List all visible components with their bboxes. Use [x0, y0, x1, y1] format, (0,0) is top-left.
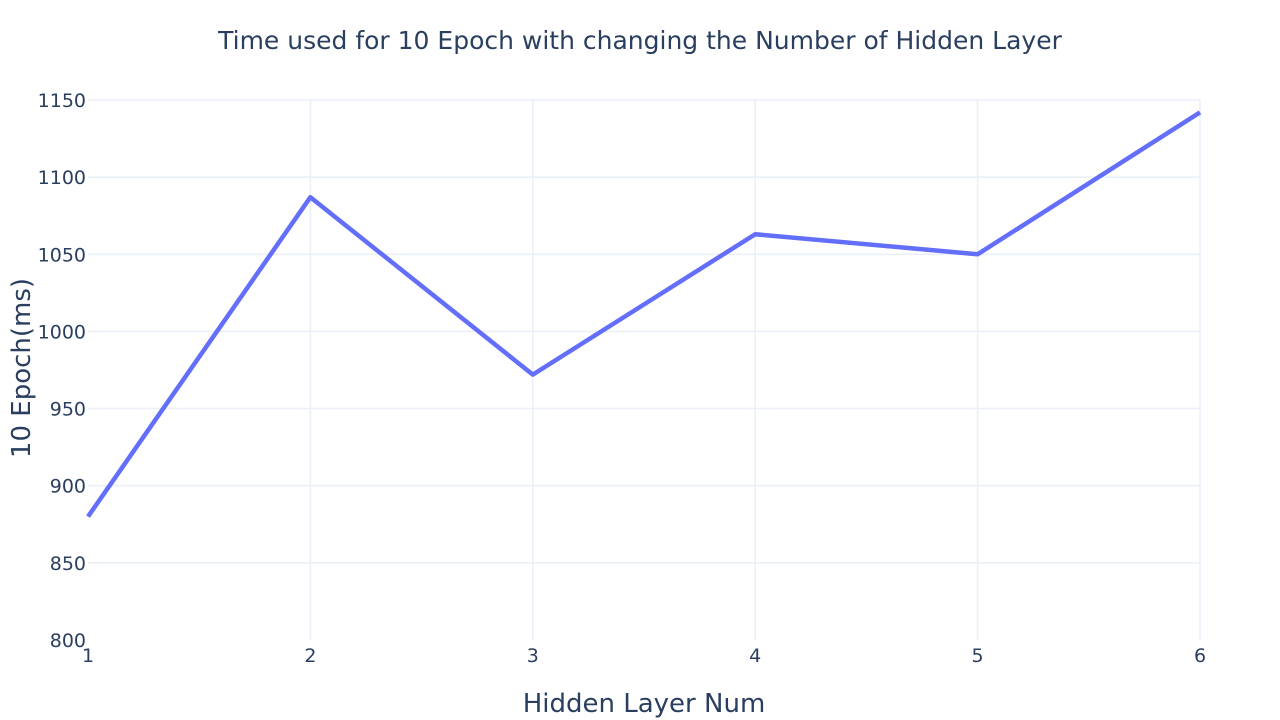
y-axis-ticks: 800 850 900 950 1000 1050 1100 1150	[38, 90, 86, 652]
x-axis-title: Hidden Layer Num	[523, 689, 766, 719]
x-tick-label: 4	[749, 645, 761, 667]
series-lines	[86, 110, 1202, 518]
series-line	[86, 110, 1202, 518]
x-axis-ticks: 1 2 3 4 5 6	[82, 645, 1206, 667]
x-tick-label: 2	[304, 645, 316, 667]
y-tick-label: 1150	[38, 90, 86, 112]
gridlines	[88, 99, 1201, 640]
x-tick-label: 6	[1194, 645, 1206, 667]
y-tick-label: 800	[50, 630, 86, 652]
y-tick-label: 850	[50, 553, 86, 575]
x-tick-label: 5	[972, 645, 984, 667]
y-tick-label: 1000	[38, 321, 86, 343]
y-axis-title: 10 Epoch(ms)	[7, 278, 37, 458]
y-tick-label: 900	[50, 476, 86, 498]
x-tick-label: 1	[82, 645, 94, 667]
y-tick-label: 1100	[38, 167, 86, 189]
chart-title: Time used for 10 Epoch with changing the…	[217, 26, 1062, 55]
y-tick-label: 1050	[38, 244, 86, 266]
y-tick-label: 950	[50, 399, 86, 421]
x-tick-label: 3	[527, 645, 539, 667]
